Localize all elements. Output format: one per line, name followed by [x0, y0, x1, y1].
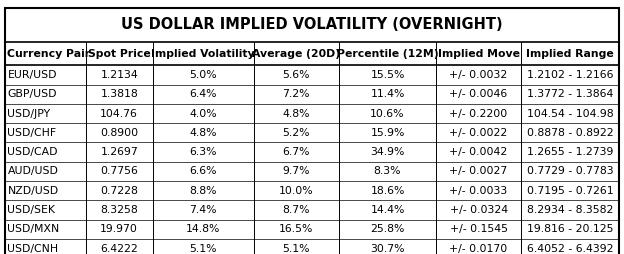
- Bar: [5, 8, 619, 42]
- Text: 9.7%: 9.7%: [283, 166, 310, 177]
- Text: US DOLLAR IMPLIED VOLATILITY (OVERNIGHT): US DOLLAR IMPLIED VOLATILITY (OVERNIGHT): [121, 17, 503, 32]
- Text: 1.2134: 1.2134: [100, 70, 138, 80]
- Text: +/- 0.0042: +/- 0.0042: [449, 147, 508, 157]
- Text: EUR/USD: EUR/USD: [7, 70, 57, 80]
- Text: Implied Volatility: Implied Volatility: [152, 49, 255, 59]
- Text: Implied Move: Implied Move: [437, 49, 520, 59]
- Text: Implied Range: Implied Range: [526, 49, 614, 59]
- Text: 10.0%: 10.0%: [279, 186, 314, 196]
- Text: 8.3%: 8.3%: [374, 166, 401, 177]
- Text: 18.6%: 18.6%: [370, 186, 404, 196]
- Text: 8.2934 - 8.3582: 8.2934 - 8.3582: [527, 205, 613, 215]
- Text: +/- 0.0324: +/- 0.0324: [449, 205, 508, 215]
- Text: 0.8878 - 0.8922: 0.8878 - 0.8922: [527, 128, 613, 138]
- Text: 1.2102 - 1.2166: 1.2102 - 1.2166: [527, 70, 613, 80]
- Bar: [5, 162, 619, 181]
- Text: 1.2697: 1.2697: [100, 147, 138, 157]
- Text: USD/CHF: USD/CHF: [7, 128, 57, 138]
- Bar: [5, 65, 619, 85]
- Bar: [5, 42, 619, 65]
- Text: USD/CNH: USD/CNH: [7, 244, 59, 254]
- Bar: [5, 220, 619, 239]
- Text: 19.816 - 20.125: 19.816 - 20.125: [527, 224, 613, 234]
- Text: 0.7756: 0.7756: [100, 166, 138, 177]
- Text: 25.8%: 25.8%: [370, 224, 404, 234]
- Text: Average (20D): Average (20D): [252, 49, 341, 59]
- Text: +/- 0.0027: +/- 0.0027: [449, 166, 508, 177]
- Text: 19.970: 19.970: [100, 224, 138, 234]
- Text: 8.7%: 8.7%: [283, 205, 310, 215]
- Text: +/- 0.1545: +/- 0.1545: [450, 224, 507, 234]
- Text: 0.7195 - 0.7261: 0.7195 - 0.7261: [527, 186, 613, 196]
- Text: USD/SEK: USD/SEK: [7, 205, 56, 215]
- Text: 8.3258: 8.3258: [100, 205, 138, 215]
- Text: 8.8%: 8.8%: [190, 186, 217, 196]
- Text: 4.0%: 4.0%: [190, 108, 217, 119]
- Text: 14.4%: 14.4%: [370, 205, 404, 215]
- Text: +/- 0.0022: +/- 0.0022: [449, 128, 508, 138]
- Text: 11.4%: 11.4%: [370, 89, 404, 99]
- Text: 5.1%: 5.1%: [190, 244, 217, 254]
- Bar: [5, 104, 619, 123]
- Text: 4.8%: 4.8%: [190, 128, 217, 138]
- Text: Currency Pair: Currency Pair: [7, 49, 90, 59]
- Text: 0.7228: 0.7228: [100, 186, 138, 196]
- Text: Percentile (12M): Percentile (12M): [337, 49, 438, 59]
- Text: USD/MXN: USD/MXN: [7, 224, 60, 234]
- Text: 104.76: 104.76: [100, 108, 138, 119]
- Text: 6.4052 - 6.4392: 6.4052 - 6.4392: [527, 244, 613, 254]
- Text: +/- 0.2200: +/- 0.2200: [449, 108, 508, 119]
- Text: 6.4%: 6.4%: [190, 89, 217, 99]
- Bar: [5, 123, 619, 142]
- Text: 5.2%: 5.2%: [283, 128, 310, 138]
- Text: +/- 0.0033: +/- 0.0033: [449, 186, 508, 196]
- Text: USD/JPY: USD/JPY: [7, 108, 51, 119]
- Text: Spot Price: Spot Price: [88, 49, 150, 59]
- Text: 34.9%: 34.9%: [370, 147, 404, 157]
- Text: 7.2%: 7.2%: [283, 89, 310, 99]
- Text: +/- 0.0046: +/- 0.0046: [449, 89, 508, 99]
- Text: 104.54 - 104.98: 104.54 - 104.98: [527, 108, 613, 119]
- Text: GBP/USD: GBP/USD: [7, 89, 57, 99]
- Text: 16.5%: 16.5%: [279, 224, 313, 234]
- Text: 15.5%: 15.5%: [370, 70, 404, 80]
- Text: 14.8%: 14.8%: [186, 224, 220, 234]
- Text: +/- 0.0170: +/- 0.0170: [449, 244, 508, 254]
- Text: 6.7%: 6.7%: [283, 147, 310, 157]
- Text: 30.7%: 30.7%: [370, 244, 405, 254]
- Text: 6.4222: 6.4222: [100, 244, 138, 254]
- Text: 5.1%: 5.1%: [283, 244, 310, 254]
- Text: NZD/USD: NZD/USD: [7, 186, 59, 196]
- Bar: [5, 85, 619, 104]
- Bar: [5, 200, 619, 220]
- Text: 5.6%: 5.6%: [283, 70, 310, 80]
- Text: 4.8%: 4.8%: [283, 108, 310, 119]
- Text: 0.7729 - 0.7783: 0.7729 - 0.7783: [527, 166, 613, 177]
- Text: 6.3%: 6.3%: [190, 147, 217, 157]
- Text: +/- 0.0032: +/- 0.0032: [449, 70, 508, 80]
- Bar: [5, 239, 619, 254]
- Text: 6.6%: 6.6%: [190, 166, 217, 177]
- Text: 0.8900: 0.8900: [100, 128, 139, 138]
- Text: 1.2655 - 1.2739: 1.2655 - 1.2739: [527, 147, 613, 157]
- Text: USD/CAD: USD/CAD: [7, 147, 58, 157]
- Bar: [5, 181, 619, 200]
- Text: 1.3772 - 1.3864: 1.3772 - 1.3864: [527, 89, 613, 99]
- Text: 7.4%: 7.4%: [190, 205, 217, 215]
- Text: AUD/USD: AUD/USD: [7, 166, 59, 177]
- Text: 10.6%: 10.6%: [370, 108, 405, 119]
- Text: 5.0%: 5.0%: [190, 70, 217, 80]
- Text: 1.3818: 1.3818: [100, 89, 138, 99]
- Bar: [5, 142, 619, 162]
- Text: 15.9%: 15.9%: [370, 128, 404, 138]
